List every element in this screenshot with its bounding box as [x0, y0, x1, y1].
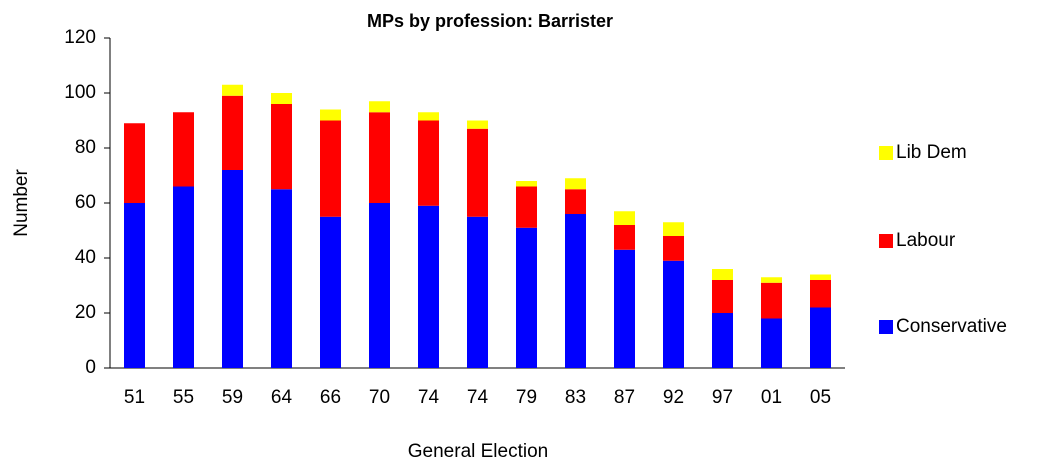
chart-title: MPs by profession: Barrister: [367, 11, 613, 31]
y-tick-label: 60: [75, 192, 96, 213]
bar-segment: [467, 120, 488, 129]
x-tick-label: 59: [222, 387, 243, 408]
bar-segment: [516, 186, 537, 228]
bar-segment: [418, 120, 439, 206]
bar-segment: [271, 189, 292, 368]
x-tick-label: 92: [663, 387, 684, 408]
bar-segment: [516, 227, 537, 368]
bar-segment: [173, 186, 194, 368]
y-tick-label: 0: [85, 357, 96, 378]
legend-label: Lib Dem: [896, 142, 967, 163]
bar-segment: [761, 282, 782, 319]
y-axis-label: Number: [11, 169, 32, 237]
bar-segment: [663, 236, 684, 261]
bar-segment: [222, 170, 243, 368]
bar-segment: [320, 109, 341, 121]
bar-segment: [712, 313, 733, 368]
bar-segment: [320, 216, 341, 368]
bar-segment: [222, 95, 243, 170]
bar-segment: [271, 104, 292, 190]
bar-segment: [369, 112, 390, 203]
bar-segment: [418, 112, 439, 121]
bar-segment: [614, 211, 635, 225]
bar-segment: [124, 123, 145, 203]
bar-segment: [663, 260, 684, 368]
bar-segment: [467, 128, 488, 217]
bar-segment: [810, 280, 831, 308]
bar-segment: [124, 203, 145, 368]
bar-segment: [712, 280, 733, 313]
x-tick-label: 05: [810, 387, 831, 408]
legend-label: Labour: [896, 230, 956, 251]
legend-swatch: [879, 320, 893, 334]
x-tick-label: 64: [271, 387, 293, 408]
x-tick-label: 70: [369, 387, 390, 408]
bar-segment: [761, 318, 782, 368]
x-tick-label: 51: [124, 387, 145, 408]
x-tick-label: 87: [614, 387, 635, 408]
bar-segment: [663, 222, 684, 236]
x-tick-label: 74: [418, 387, 440, 408]
bar-segment: [369, 101, 390, 113]
bar-segment: [614, 249, 635, 368]
legend-swatch: [879, 146, 893, 160]
bar-segment: [810, 274, 831, 280]
bar-segment: [222, 84, 243, 96]
x-axis-label: General Election: [408, 441, 548, 462]
bar-segment: [516, 181, 537, 187]
x-tick-label: 83: [565, 387, 586, 408]
y-tick-label: 80: [75, 137, 96, 158]
x-tick-label: 79: [516, 387, 537, 408]
bar-segment: [173, 112, 194, 187]
x-tick-label: 66: [320, 387, 341, 408]
y-tick-label: 100: [64, 82, 96, 103]
legend-label: Conservative: [896, 316, 1007, 337]
bar-segment: [418, 205, 439, 368]
y-tick-label: 40: [75, 247, 96, 268]
bar-segment: [565, 189, 586, 214]
x-tick-label: 74: [467, 387, 489, 408]
bar-segment: [761, 277, 782, 283]
legend-swatch: [879, 234, 893, 248]
bar-segment: [712, 269, 733, 280]
bar-segment: [565, 214, 586, 368]
bar-segment: [271, 93, 292, 104]
bar-segment: [565, 178, 586, 190]
bar-segment: [320, 120, 341, 217]
y-tick-label: 120: [64, 27, 96, 48]
bar-segment: [614, 225, 635, 250]
y-tick-label: 20: [75, 302, 96, 323]
x-tick-label: 55: [173, 387, 194, 408]
x-tick-label: 97: [712, 387, 733, 408]
x-tick-label: 01: [761, 387, 782, 408]
bar-segment: [810, 307, 831, 368]
bar-segment: [369, 203, 390, 368]
bar-segment: [467, 216, 488, 368]
